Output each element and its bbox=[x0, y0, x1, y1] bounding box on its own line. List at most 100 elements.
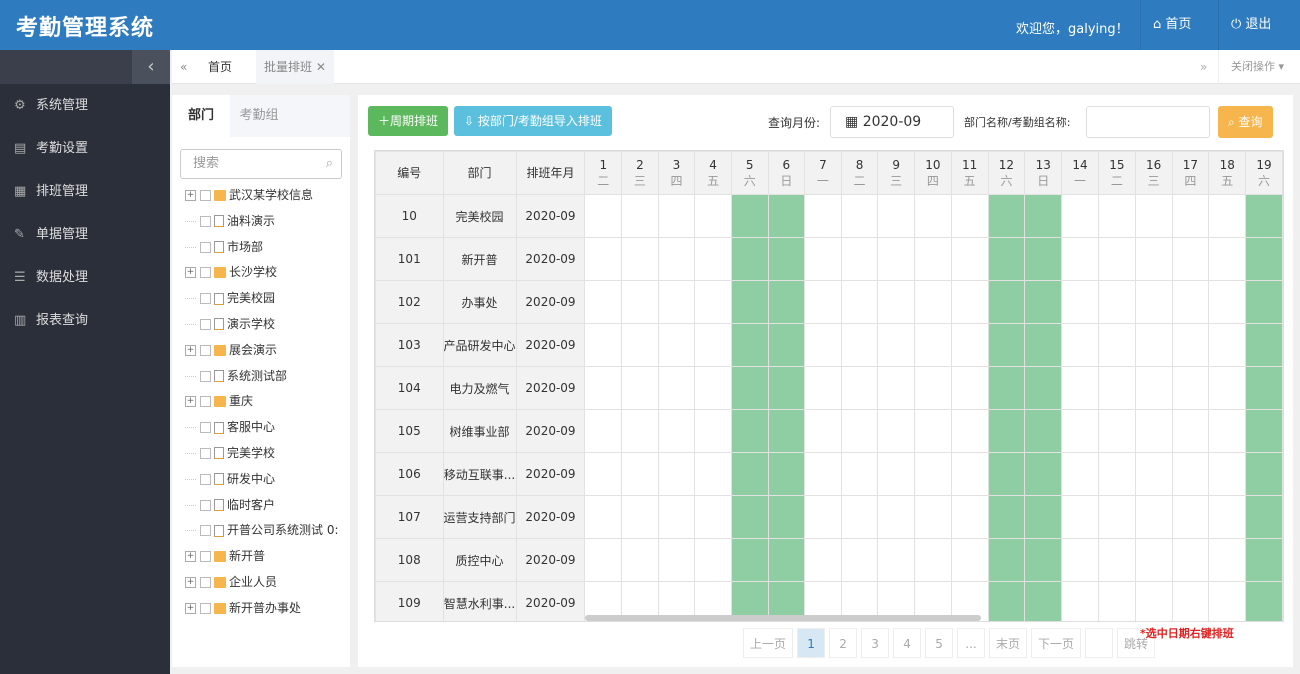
jump-button[interactable]: 跳转 bbox=[1117, 628, 1156, 658]
schedule-cell[interactable] bbox=[1061, 409, 1099, 453]
schedule-cell[interactable] bbox=[804, 323, 842, 367]
schedule-cell[interactable] bbox=[877, 452, 915, 496]
tree-node[interactable]: 油料演示 bbox=[172, 209, 350, 235]
schedule-cell[interactable] bbox=[913, 538, 952, 582]
page-button[interactable]: 1 bbox=[797, 628, 826, 658]
schedule-cell[interactable] bbox=[1061, 366, 1099, 410]
sidebar-item[interactable]: ▥ 报表查询 bbox=[0, 299, 170, 342]
tab-batch-schedule[interactable]: 批量排班 ✕ bbox=[256, 50, 334, 84]
schedule-cell[interactable] bbox=[584, 194, 623, 238]
day-header[interactable]: 12 六 bbox=[987, 151, 1026, 195]
schedule-cell[interactable] bbox=[913, 409, 952, 453]
home-button[interactable]: ⌂ 首页 bbox=[1140, 0, 1203, 50]
schedule-cell[interactable] bbox=[767, 409, 806, 453]
schedule-cell[interactable] bbox=[987, 538, 1026, 582]
expand-icon[interactable]: + bbox=[185, 396, 196, 408]
day-header[interactable]: 11 五 bbox=[950, 151, 989, 195]
tree-node[interactable]: + 展会演示 bbox=[172, 338, 350, 364]
schedule-cell[interactable] bbox=[657, 581, 696, 621]
schedule-cell[interactable] bbox=[1245, 452, 1283, 496]
schedule-cell[interactable] bbox=[1097, 323, 1136, 367]
schedule-cell[interactable] bbox=[1097, 452, 1136, 496]
schedule-cell[interactable] bbox=[584, 366, 623, 410]
schedule-cell[interactable] bbox=[584, 495, 623, 539]
name-input[interactable] bbox=[1086, 106, 1210, 138]
schedule-cell[interactable] bbox=[840, 323, 879, 367]
tree-node[interactable]: + 重庆 bbox=[172, 389, 350, 415]
schedule-cell[interactable] bbox=[804, 495, 842, 539]
sidebar-item[interactable]: ✎ 单据管理 bbox=[0, 213, 170, 256]
schedule-cell[interactable] bbox=[730, 452, 769, 496]
schedule-cell[interactable] bbox=[730, 237, 769, 281]
sidebar-item[interactable]: ▤ 考勤设置 bbox=[0, 127, 170, 170]
tree-node[interactable]: + 企业人员 bbox=[172, 570, 350, 596]
schedule-cell[interactable] bbox=[1097, 538, 1136, 582]
schedule-cell[interactable] bbox=[840, 495, 879, 539]
schedule-cell[interactable] bbox=[657, 237, 696, 281]
schedule-cell[interactable] bbox=[877, 409, 915, 453]
schedule-cell[interactable] bbox=[1245, 409, 1283, 453]
day-header[interactable]: 18 五 bbox=[1208, 151, 1247, 195]
schedule-cell[interactable] bbox=[1024, 409, 1063, 453]
prev-page-button[interactable]: 上一页 bbox=[743, 628, 794, 658]
import-schedule-button[interactable]: ⇩ 按部门/考勤组导入排班 bbox=[454, 106, 612, 136]
schedule-cell[interactable] bbox=[840, 237, 879, 281]
day-header[interactable]: 19 六 bbox=[1245, 151, 1283, 195]
schedule-cell[interactable] bbox=[730, 323, 769, 367]
schedule-cell[interactable] bbox=[913, 366, 952, 410]
schedule-cell[interactable] bbox=[1171, 538, 1210, 582]
checkbox[interactable] bbox=[200, 576, 211, 588]
schedule-cell[interactable] bbox=[1061, 323, 1099, 367]
schedule-cell[interactable] bbox=[1134, 237, 1173, 281]
schedule-cell[interactable] bbox=[1208, 581, 1247, 621]
schedule-cell[interactable] bbox=[767, 366, 806, 410]
schedule-cell[interactable] bbox=[621, 323, 659, 367]
schedule-cell[interactable] bbox=[657, 452, 696, 496]
schedule-cell[interactable] bbox=[657, 323, 696, 367]
schedule-cell[interactable] bbox=[840, 452, 879, 496]
checkbox[interactable] bbox=[200, 422, 211, 434]
checkbox[interactable] bbox=[200, 190, 211, 201]
schedule-cell[interactable] bbox=[730, 581, 769, 621]
schedule-cell[interactable] bbox=[1061, 237, 1099, 281]
schedule-cell[interactable] bbox=[987, 194, 1026, 238]
schedule-cell[interactable] bbox=[1245, 194, 1283, 238]
sidebar-item[interactable]: ▦ 排班管理 bbox=[0, 170, 170, 213]
schedule-cell[interactable] bbox=[1171, 452, 1210, 496]
page-button[interactable]: ... bbox=[957, 628, 986, 658]
schedule-cell[interactable] bbox=[987, 581, 1026, 621]
schedule-cell[interactable] bbox=[840, 280, 879, 324]
schedule-cell[interactable] bbox=[767, 237, 806, 281]
schedule-cell[interactable] bbox=[950, 409, 989, 453]
schedule-cell[interactable] bbox=[621, 495, 659, 539]
schedule-cell[interactable] bbox=[621, 237, 659, 281]
schedule-cell[interactable] bbox=[987, 452, 1026, 496]
schedule-cell[interactable] bbox=[1024, 280, 1063, 324]
tree-node[interactable]: 系统测试部 bbox=[172, 364, 350, 390]
tab-attendance-group[interactable]: 考勤组 bbox=[230, 95, 288, 137]
schedule-cell[interactable] bbox=[1134, 538, 1173, 582]
schedule-cell[interactable] bbox=[730, 409, 769, 453]
page-button[interactable]: 3 bbox=[861, 628, 890, 658]
schedule-cell[interactable] bbox=[1245, 366, 1283, 410]
checkbox[interactable] bbox=[200, 499, 211, 511]
schedule-cell[interactable] bbox=[913, 280, 952, 324]
tree-node[interactable]: 开普公司系统测试 0: bbox=[172, 518, 350, 544]
schedule-cell[interactable] bbox=[657, 280, 696, 324]
schedule-cell[interactable] bbox=[657, 495, 696, 539]
schedule-cell[interactable] bbox=[950, 538, 989, 582]
schedule-cell[interactable] bbox=[987, 409, 1026, 453]
schedule-cell[interactable] bbox=[877, 194, 915, 238]
schedule-cell[interactable] bbox=[804, 366, 842, 410]
schedule-cell[interactable] bbox=[1024, 323, 1063, 367]
schedule-cell[interactable] bbox=[950, 452, 989, 496]
schedule-cell[interactable] bbox=[877, 280, 915, 324]
schedule-cell[interactable] bbox=[1134, 366, 1173, 410]
checkbox[interactable] bbox=[200, 525, 211, 537]
schedule-cell[interactable] bbox=[730, 194, 769, 238]
schedule-cell[interactable] bbox=[950, 194, 989, 238]
